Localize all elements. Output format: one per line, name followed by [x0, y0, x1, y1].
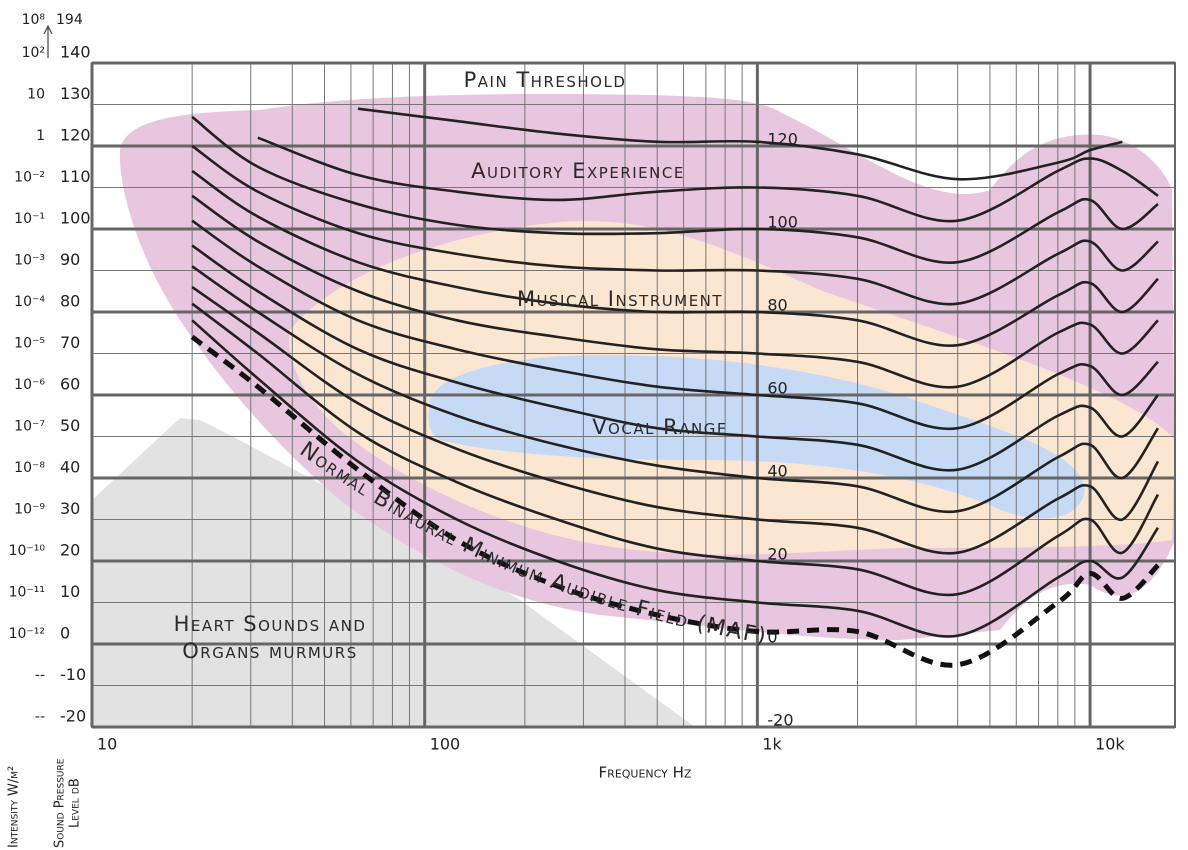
contour-line	[191, 319, 1160, 638]
intensity-label: 10⁻²	[14, 170, 45, 186]
contour-line	[191, 144, 1159, 306]
intensity-label: 10⁻³	[14, 253, 45, 269]
x-tick-label: 10k	[1095, 735, 1125, 754]
contour-line	[191, 115, 1159, 264]
intensity-label: 10⁻⁷	[14, 419, 45, 435]
contour-label: 20	[767, 545, 787, 564]
y-tick-label: 100	[60, 209, 91, 228]
y-tick-label: 0	[60, 624, 70, 643]
top-db: 194	[56, 12, 83, 28]
intensity-label: 10⁻⁹	[14, 502, 45, 518]
y-tick-label: 40	[60, 458, 80, 477]
x-tick-label: 1k	[762, 735, 782, 754]
heart-label: Organs murmurs	[182, 639, 357, 663]
intensity-label: 10	[27, 87, 45, 103]
y-tick-label: -20	[60, 707, 86, 726]
y-tick-label: 90	[60, 250, 80, 269]
y-tick-label: 140	[60, 43, 91, 62]
contour-line	[191, 302, 1160, 597]
y-tick-label: 20	[60, 541, 80, 560]
top-intensity: 10⁸	[22, 12, 46, 28]
contours	[190, 107, 1160, 668]
intensity-label: 10⁻⁸	[14, 460, 45, 476]
y-tick-label: 110	[60, 167, 91, 186]
auditory-label: Auditory Experience	[471, 159, 685, 183]
x-tick-label: 10	[97, 735, 117, 754]
contour-line	[191, 244, 1160, 472]
y-tick-label: 30	[60, 499, 80, 518]
contour-line	[191, 286, 1160, 555]
y-tick-label: 80	[60, 292, 80, 311]
contour-line	[257, 136, 1159, 223]
y-tick-label: 130	[60, 84, 91, 103]
intensity-label: 10⁻⁶	[14, 377, 45, 393]
contour-label: -20	[767, 711, 793, 730]
contour-label: 60	[767, 379, 787, 398]
intensity-label: 10⁻¹⁰	[9, 543, 46, 559]
y-tick-label: -10	[60, 665, 86, 684]
contour-label: 0	[767, 628, 777, 647]
intensity-label: 10⁻⁵	[14, 336, 45, 352]
heart-region	[92, 418, 695, 727]
maf-line	[190, 334, 1160, 668]
intensity-label: --	[35, 668, 45, 684]
contour-line	[357, 107, 1123, 181]
pain-label: Pain Threshold	[464, 68, 627, 92]
contour-line	[191, 194, 1159, 389]
plot-frame	[91, 62, 1176, 728]
y-tick-label: 60	[60, 375, 80, 394]
y-tick-label: 120	[60, 126, 91, 145]
musical-label: Musical Instrument	[517, 287, 723, 311]
intensity-label: 1	[36, 128, 45, 144]
contour-line	[191, 169, 1159, 347]
contour-label: 40	[767, 462, 787, 481]
y-tick-label: 50	[60, 416, 80, 435]
intensity-label: --	[35, 709, 45, 725]
y-tick-label: 70	[60, 333, 80, 352]
heart-label: Heart Sounds and	[174, 612, 367, 636]
intensity-label: 10⁻¹	[14, 211, 45, 227]
contour-label: 100	[767, 213, 798, 232]
y-axis-label: Sound Pressure	[53, 758, 68, 848]
y2-axis-label: Intensity W/m²	[7, 766, 22, 848]
contour-line	[191, 219, 1159, 431]
labels: 10 100 1k 10k-20---10--010⁻¹²1010⁻¹¹2010⁻¹⁰…	[9, 43, 1126, 754]
contour-line	[191, 265, 1160, 514]
y-tick-label: 10	[60, 582, 80, 601]
x-axis-label: Frequency Hz	[599, 764, 692, 782]
x-tick-label: 100	[430, 735, 461, 754]
contour-label: 80	[767, 296, 787, 315]
intensity-label: 10²	[22, 45, 45, 61]
intensity-label: 10⁻⁴	[14, 294, 45, 310]
y-axis-label: Level dB	[68, 778, 83, 828]
intensity-label: 10⁻¹¹	[9, 585, 45, 601]
intensity-label: 10⁻¹²	[9, 626, 45, 642]
contour-label: 120	[767, 130, 798, 149]
axis-arrow	[43, 24, 53, 58]
vocal-label: Vocal Range	[592, 415, 728, 439]
